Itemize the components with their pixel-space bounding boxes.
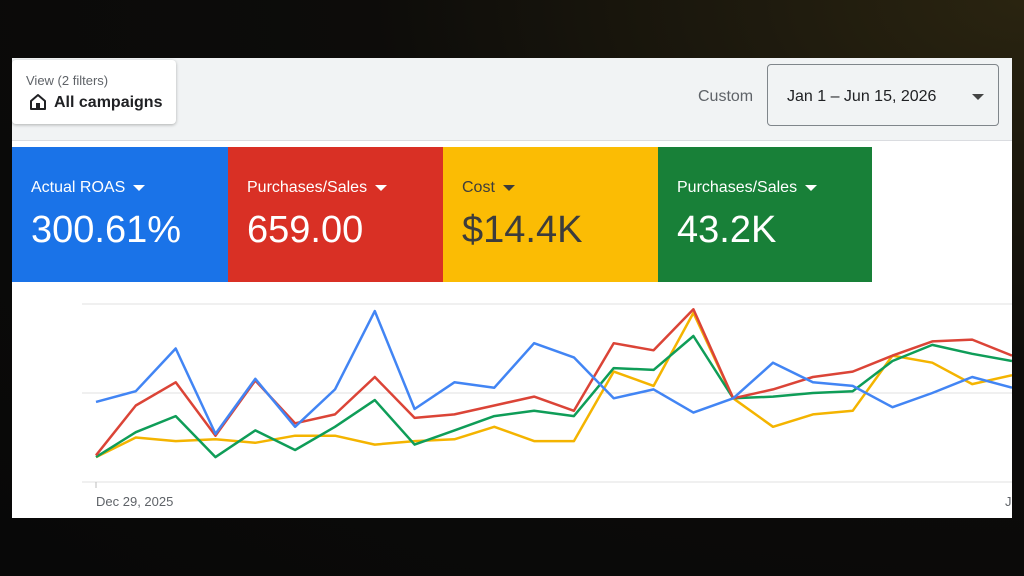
metric-tile-purchases-sales[interactable]: Purchases/Sales 659.00 bbox=[228, 147, 443, 282]
dashboard-panel: View (2 filters) All campaigns Custom Ja… bbox=[12, 58, 1012, 518]
metric-label: Actual ROAS bbox=[31, 179, 126, 196]
metric-tile-purchases-sales-value[interactable]: Purchases/Sales 43.2K bbox=[658, 147, 872, 282]
series-layer bbox=[95, 308, 1012, 459]
view-value: All campaigns bbox=[54, 94, 163, 111]
metric-label: Cost bbox=[462, 179, 495, 196]
metric-value: 43.2K bbox=[677, 209, 777, 251]
metric-value: 300.61% bbox=[31, 209, 182, 251]
series-line-3 bbox=[95, 311, 1012, 459]
caret-down-icon bbox=[805, 184, 818, 191]
metric-label: Purchases/Sales bbox=[247, 179, 368, 196]
metric-label: Purchases/Sales bbox=[677, 179, 798, 196]
caret-down-icon bbox=[375, 184, 388, 191]
series-line-0 bbox=[95, 309, 1012, 436]
metric-tile-actual-roas[interactable]: Actual ROAS 300.61% bbox=[12, 147, 228, 282]
date-range-value: Jan 1 – Jun 15, 2026 bbox=[787, 88, 937, 105]
caret-down-icon bbox=[133, 184, 146, 191]
x-tick-label-start: Dec 29, 2025 bbox=[96, 494, 173, 509]
view-filters-label: View (2 filters) bbox=[26, 73, 109, 88]
performance-chart: Dec 29, 2025 J bbox=[82, 303, 1012, 509]
date-range-select[interactable]: Jan 1 – Jun 15, 2026 bbox=[767, 64, 999, 126]
metric-value: $14.4K bbox=[462, 209, 583, 251]
metric-tile-cost[interactable]: Cost $14.4K bbox=[443, 147, 658, 282]
home-icon bbox=[30, 94, 46, 110]
metric-tiles: Actual ROAS 300.61% Purchases/Sales 659.… bbox=[12, 147, 872, 282]
series-line-2 bbox=[95, 334, 1012, 459]
caret-down-icon bbox=[502, 184, 515, 191]
view-selector[interactable]: View (2 filters) All campaigns bbox=[12, 60, 176, 124]
custom-label: Custom bbox=[698, 88, 754, 105]
chevron-down-icon bbox=[972, 94, 984, 100]
metric-value: 659.00 bbox=[247, 209, 364, 251]
top-bar: View (2 filters) All campaigns Custom Ja… bbox=[12, 58, 1012, 141]
x-tick-label-end: J bbox=[1005, 494, 1012, 509]
